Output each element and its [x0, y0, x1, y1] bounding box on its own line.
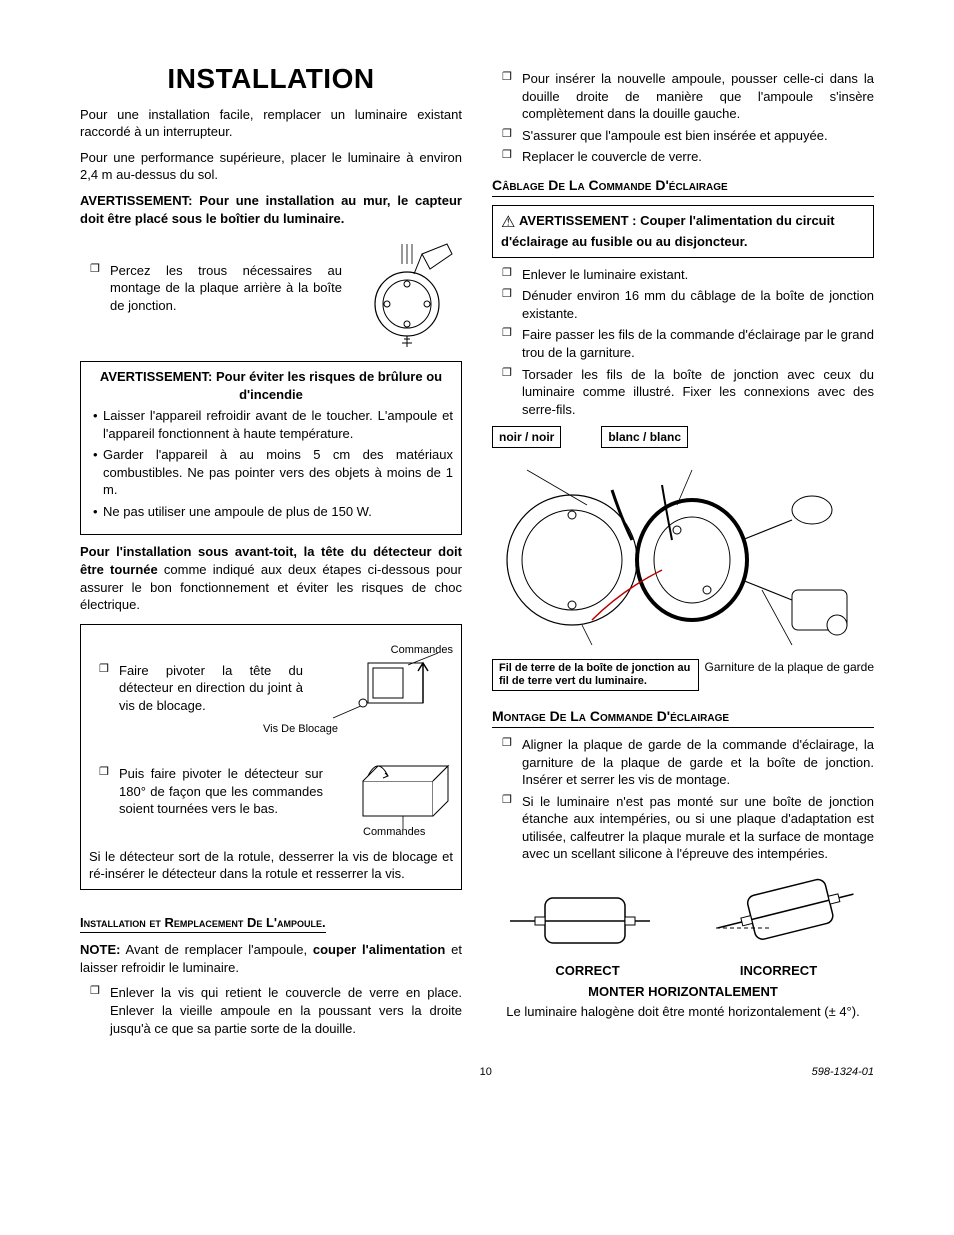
label-white-wire: blanc / blanc: [601, 426, 688, 448]
bulb-section-header: Installation et Remplacement De L'ampoul…: [80, 914, 326, 934]
wiring-step-1: Enlever le luminaire existant.: [492, 266, 874, 284]
rotate1-label-vis: Vis De Blocage: [263, 722, 338, 737]
burn-warning-item-3: Ne pas utiliser une ampoule de plus de 1…: [89, 503, 453, 521]
wiring-step-2: Dénuder environ 16 mm du câblage de la b…: [492, 287, 874, 322]
incorrect-label: INCORRECT: [683, 962, 874, 980]
burn-warning-item-2: Garder l'appareil à au moins 5 cm des ma…: [89, 446, 453, 499]
wiring-diagram-figure: [492, 450, 872, 650]
bulb-step-2: Pour insérer la nouvelle ampoule, pousse…: [492, 70, 874, 123]
bulb-note: NOTE: Avant de remplacer l'ampoule, coup…: [80, 941, 462, 976]
mount-figures-row: [492, 873, 874, 958]
mount-caption-row: CORRECT INCORRECT: [492, 962, 874, 980]
wiring-step-3: Faire passer les fils de la commande d'é…: [492, 326, 874, 361]
correct-label: CORRECT: [492, 962, 683, 980]
horizontal-mount-title: MONTER HORIZONTALEMENT: [492, 983, 874, 1001]
burn-warning-box: AVERTISSEMENT: Pour éviter les risques d…: [80, 361, 462, 535]
page-columns: INSTALLATION Pour une installation facil…: [80, 60, 874, 1045]
mount-step-1: Aligner la plaque de garde de la command…: [492, 736, 874, 789]
intro-paragraph-1: Pour une installation facile, remplacer …: [80, 106, 462, 141]
bulb-step-1: Enlever la vis qui retient le couvercle …: [80, 984, 462, 1037]
horizontal-mount-sub: Le luminaire halogène doit être monté ho…: [492, 1003, 874, 1021]
intro-paragraph-2: Pour une performance supérieure, placer …: [80, 149, 462, 184]
page-number: 10: [160, 1065, 812, 1080]
detector-rotate-box: Faire pivoter la tête du détecteur en di…: [80, 624, 462, 890]
mount-step-2: Si le luminaire n'est pas monté sur une …: [492, 793, 874, 863]
wiring-diagram-container: noir / noir blanc / blanc: [492, 426, 874, 691]
doc-number: 598-1324-01: [812, 1065, 874, 1080]
drill-step-row: Percez les trous nécessaires au montage …: [80, 239, 462, 349]
drill-step-text: Percez les trous nécessaires au montage …: [80, 262, 342, 315]
bulb-note-mid: Avant de remplacer l'ampoule,: [120, 942, 312, 957]
bulb-step-4: Replacer le couvercle de verre.: [492, 148, 874, 166]
warning-icon: ⚠: [501, 214, 515, 231]
correct-mount-figure: [505, 883, 655, 953]
rotate-step-2: Puis faire pivoter le détecteur sur 180°…: [89, 765, 323, 818]
rotate-note: Si le détecteur sort de la rotule, desse…: [89, 848, 453, 883]
page-footer: 10 598-1324-01: [80, 1065, 874, 1080]
left-column: INSTALLATION Pour une installation facil…: [80, 60, 462, 1045]
rotate2-label-commandes: Commandes: [363, 825, 425, 840]
rotate1-label-commandes: Commandes: [391, 643, 453, 658]
bulb-note-bold: couper l'alimentation: [313, 942, 445, 957]
burn-warning-title: AVERTISSEMENT: Pour éviter les risques d…: [89, 368, 453, 403]
label-trim-plate: Garniture de la plaque de garde: [705, 659, 874, 675]
mounting-section-header: Montage De La Commande D'éclairage: [492, 707, 874, 728]
rotate-figure-2: [333, 751, 453, 831]
page-title: INSTALLATION: [80, 60, 462, 98]
wiring-step-4: Torsader les fils de la boîte de jonctio…: [492, 366, 874, 419]
burn-warning-item-1: Laisser l'appareil refroidir avant de le…: [89, 407, 453, 442]
bulb-note-lead: NOTE:: [80, 942, 120, 957]
label-black-wire: noir / noir: [492, 426, 561, 448]
soffit-paragraph: Pour l'installation sous avant-toit, la …: [80, 543, 462, 613]
label-ground-wire: Fil de terre de la boîte de jonction au …: [492, 659, 699, 691]
wall-mount-warning: AVERTISSEMENT: Pour une installation au …: [80, 192, 462, 227]
right-column: Pour insérer la nouvelle ampoule, pousse…: [492, 60, 874, 1045]
wiring-warning-text: AVERTISSEMENT : Couper l'alimentation du…: [501, 213, 835, 250]
rotate-step-1: Faire pivoter la tête du détecteur en di…: [89, 662, 303, 715]
incorrect-mount-figure: [711, 873, 861, 953]
junction-box-figure: [352, 239, 462, 349]
bulb-step-3: S'assurer que l'ampoule est bien insérée…: [492, 127, 874, 145]
wiring-section-header: Câblage De La Commande D'éclairage: [492, 176, 874, 197]
wiring-warning-box: ⚠ AVERTISSEMENT : Couper l'alimentation …: [492, 205, 874, 258]
